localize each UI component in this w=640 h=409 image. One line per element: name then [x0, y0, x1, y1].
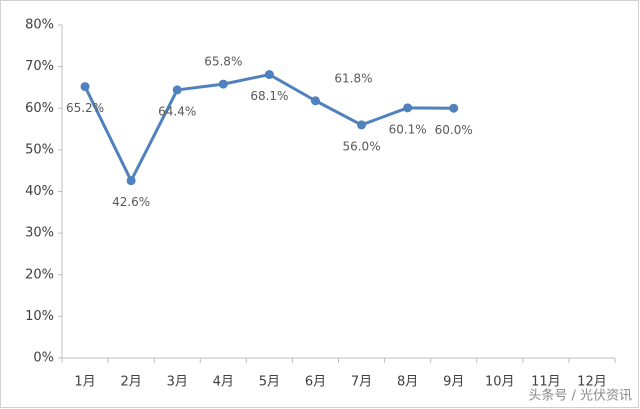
- data-label: 68.1%: [250, 89, 288, 103]
- watermark: 头条号 / 光伏资讯: [528, 388, 632, 404]
- x-tick-label: 10月: [485, 375, 515, 390]
- data-point: [264, 70, 274, 80]
- data-point: [310, 96, 320, 106]
- y-tick-label: 0%: [33, 351, 54, 366]
- data-label: 64.4%: [158, 104, 196, 118]
- y-tick-label: 50%: [25, 142, 54, 157]
- data-label: 65.8%: [204, 55, 242, 69]
- data-point: [403, 103, 413, 113]
- x-tick-label: 2月: [120, 375, 141, 390]
- x-tick-label: 9月: [443, 375, 464, 390]
- data-label: 60.0%: [435, 123, 473, 137]
- data-point: [126, 176, 136, 186]
- data-label: 61.8%: [334, 71, 372, 85]
- data-label: 56.0%: [342, 139, 380, 153]
- data-point: [172, 85, 182, 95]
- y-tick-label: 10%: [25, 309, 54, 324]
- data-point: [218, 79, 228, 89]
- y-tick-label: 20%: [25, 267, 54, 282]
- data-point: [357, 120, 367, 130]
- y-tick-label: 60%: [25, 101, 54, 116]
- x-tick-label: 5月: [259, 375, 280, 390]
- data-label: 42.6%: [112, 195, 150, 209]
- x-tick-label: 1月: [74, 375, 95, 390]
- x-tick-label: 6月: [305, 375, 326, 390]
- x-tick-label: 12月: [577, 375, 607, 390]
- y-tick-label: 30%: [25, 226, 54, 241]
- data-label: 60.1%: [389, 122, 427, 136]
- x-tick-label: 11月: [531, 375, 561, 390]
- x-tick-label: 4月: [213, 375, 234, 390]
- y-tick-label: 80%: [25, 18, 54, 33]
- x-tick-label: 7月: [351, 375, 372, 390]
- data-point: [449, 103, 459, 113]
- x-tick-label: 8月: [397, 375, 418, 390]
- data-label: 65.2%: [66, 101, 104, 115]
- y-tick-label: 70%: [25, 59, 54, 74]
- data-point: [80, 82, 90, 92]
- x-tick-label: 3月: [167, 375, 188, 390]
- y-tick-label: 40%: [25, 184, 54, 199]
